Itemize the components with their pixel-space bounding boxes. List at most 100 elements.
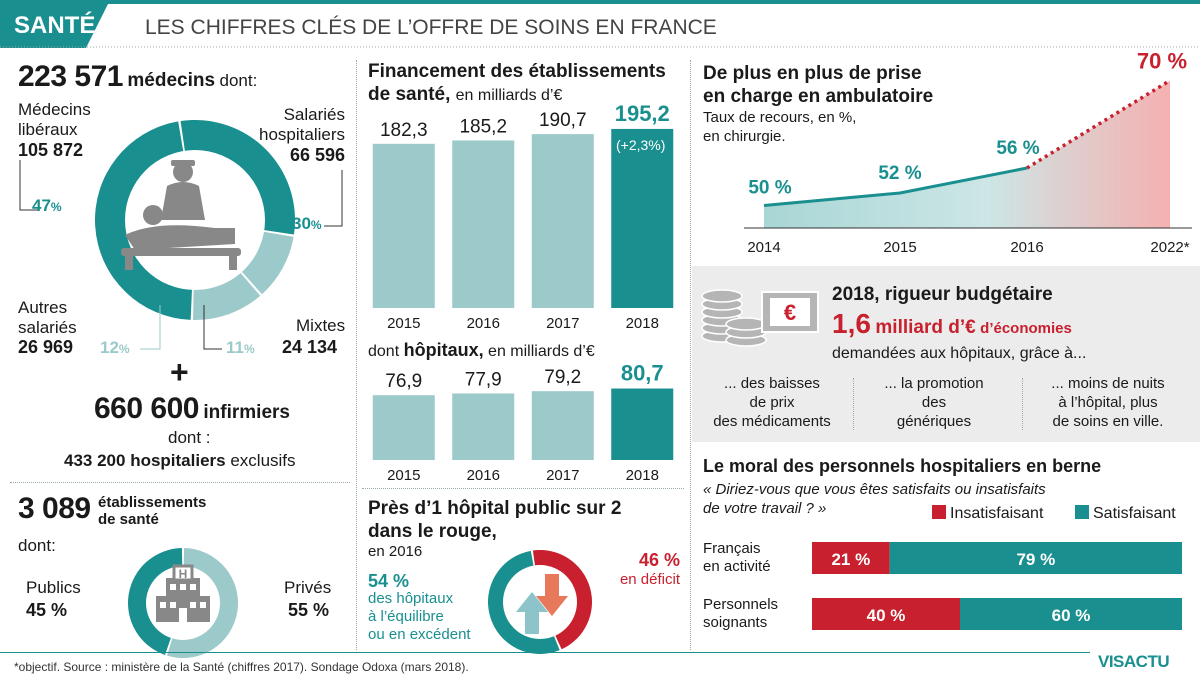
rigueur-sub: demandées aux hôpitaux, grâce à...	[832, 345, 1087, 362]
segment-label: Autres	[18, 298, 68, 317]
medecins-heading: 223 571 médecins dont:	[18, 60, 257, 94]
medecins-dont: dont:	[219, 71, 258, 90]
x-tick-label: 2015	[387, 467, 420, 480]
amount-suffix: d’économies	[980, 320, 1072, 337]
doctor-patient-icon	[121, 160, 241, 270]
segment-count: 66 596	[289, 145, 345, 165]
bar-value-label: 80,7	[621, 361, 664, 386]
moral-row-label: Personnels soignants	[703, 596, 778, 632]
x-tick-label: 2016	[467, 315, 500, 332]
footer-source: *objectif. Source : ministère de la Sant…	[14, 660, 469, 674]
legend-swatch	[932, 505, 946, 519]
infirmiers-hosp: 433 200 hospitaliers exclusifs	[64, 451, 296, 471]
label-liberaux: Médecins libéraux 105 872	[18, 100, 91, 160]
divider	[356, 60, 357, 650]
col-line: des médicaments	[713, 413, 831, 430]
legend-insat: Insatisfaisant	[932, 505, 1043, 523]
pct-value: 11	[226, 338, 244, 357]
ambulatoire-title-l2: en charge en ambulatoire	[703, 86, 934, 107]
bar-value-label: 79 %	[1016, 550, 1055, 569]
plus-sign: +	[170, 354, 189, 390]
hopitaux-title: dont hôpitaux, en milliards d’€	[368, 340, 595, 361]
etab-total: 3 089	[18, 492, 91, 525]
pct-value: 47	[32, 196, 51, 215]
rigueur-col-1: ... des baisses de prix des médicaments	[698, 374, 846, 431]
medecins-label: médecins	[127, 70, 216, 91]
logo-text: VISACTU	[1098, 652, 1170, 671]
segment-label: Salariés	[283, 105, 345, 124]
pct-suffix: %	[50, 200, 62, 214]
medecins-total: 223 571	[18, 60, 123, 93]
question-l1: « Diriez-vous que vous êtes satisfaits o…	[703, 481, 1046, 498]
rouge-equilibre: 54 % des hôpitaux à l’équilibre ou en ex…	[368, 572, 471, 644]
col-line: ... la promotion	[884, 375, 984, 392]
label-publics: Publics	[26, 578, 81, 597]
segment-label: salariés	[18, 318, 77, 337]
deficit-pct: 46 %	[638, 550, 680, 570]
financement-growth: (+2,3%)	[616, 137, 666, 153]
eq-pct: 54 %	[368, 571, 410, 591]
moral-row-label: Français en activité	[703, 540, 771, 576]
header-tag: SANTÉ	[14, 12, 96, 39]
legend-sat: Satisfaisant	[1075, 505, 1176, 523]
label-autres: Autres salariés	[18, 298, 77, 338]
bar-value-label: 76,9	[385, 371, 422, 392]
area-fill	[764, 80, 1170, 228]
legend-swatch	[1075, 505, 1089, 519]
financement-title: Financement des établissements de santé,…	[368, 60, 666, 107]
pct-autres: 12%	[100, 338, 130, 358]
segment-label: hospitaliers	[259, 125, 345, 144]
divider	[10, 482, 350, 483]
x-tick-label: 2018	[626, 315, 659, 332]
x-tick-label: 2017	[546, 315, 579, 332]
bar-value-label: 21 %	[831, 550, 870, 569]
financement-title-l2: de santé,	[368, 84, 451, 105]
bar-value-label: 185,2	[459, 116, 507, 137]
point-label: 50 %	[748, 178, 791, 199]
segment-count: 105 872	[18, 140, 84, 160]
bar	[531, 134, 594, 308]
leader-line	[140, 305, 161, 350]
col-line: de soins en ville.	[1052, 413, 1164, 430]
legend-label: Satisfaisant	[1093, 505, 1176, 522]
etab-label-l2: de santé	[98, 511, 159, 528]
divider	[853, 378, 854, 430]
arrow-down-icon	[536, 574, 568, 616]
hopitaux-bar-chart: 76,9 2015 77,9 2016 79,2 2017 80,7 2018	[372, 361, 674, 480]
row-label-l1: Personnels	[703, 596, 779, 613]
col-line: des	[921, 394, 947, 411]
moral-question: « Diriez-vous que vous êtes satisfaits o…	[703, 480, 1046, 518]
hopitaux-prefix: dont	[368, 343, 400, 360]
rouge-donut	[488, 550, 592, 654]
hopitaux-unit: en milliards d’€	[488, 343, 595, 360]
bar	[372, 143, 435, 308]
leader-line	[203, 305, 222, 350]
hosp-suffix: exclusifs	[230, 451, 296, 470]
euro-symbol: €	[784, 300, 796, 325]
label-hospitaliers: Salariés hospitaliers 66 596	[255, 105, 345, 165]
bar-insatisfaisant	[812, 598, 960, 630]
svg-text:H: H	[179, 567, 188, 581]
eq-label: à l’équilibre	[368, 608, 444, 625]
segment-label: Médecins	[18, 100, 91, 119]
bar-value-label: 40 %	[867, 606, 906, 625]
count-autres: 26 969	[18, 337, 74, 357]
infirmiers-dont: dont :	[168, 428, 211, 447]
legend-label: Insatisfaisant	[950, 505, 1044, 522]
arrow-up-icon	[516, 592, 548, 634]
bar-value-label: 79,2	[544, 367, 581, 388]
leader-line	[19, 160, 38, 211]
page-title: LES CHIFFRES CLÉS DE L’OFFRE DE SOINS EN…	[145, 16, 717, 39]
ambulatoire-title: De plus en plus de prise en charge en am…	[703, 62, 933, 108]
bar-value-label: 182,3	[380, 120, 428, 141]
rigueur-col-3: ... moins de nuits à l’hôpital, plus de …	[1030, 374, 1186, 431]
col-line: à l’hôpital, plus	[1058, 394, 1158, 411]
point-label: 56 %	[996, 138, 1039, 159]
col-line: ... moins de nuits	[1051, 375, 1165, 392]
deficit-label: en déficit	[619, 571, 680, 588]
etab-label-l1: établissements	[98, 494, 207, 511]
bar	[611, 388, 674, 460]
label-mixtes: Mixtes	[296, 316, 346, 335]
x-tick-label: 2015	[883, 239, 916, 256]
moral-stacked-bar-chart: 21 % 79 % 40 % 60 %	[812, 542, 1182, 630]
